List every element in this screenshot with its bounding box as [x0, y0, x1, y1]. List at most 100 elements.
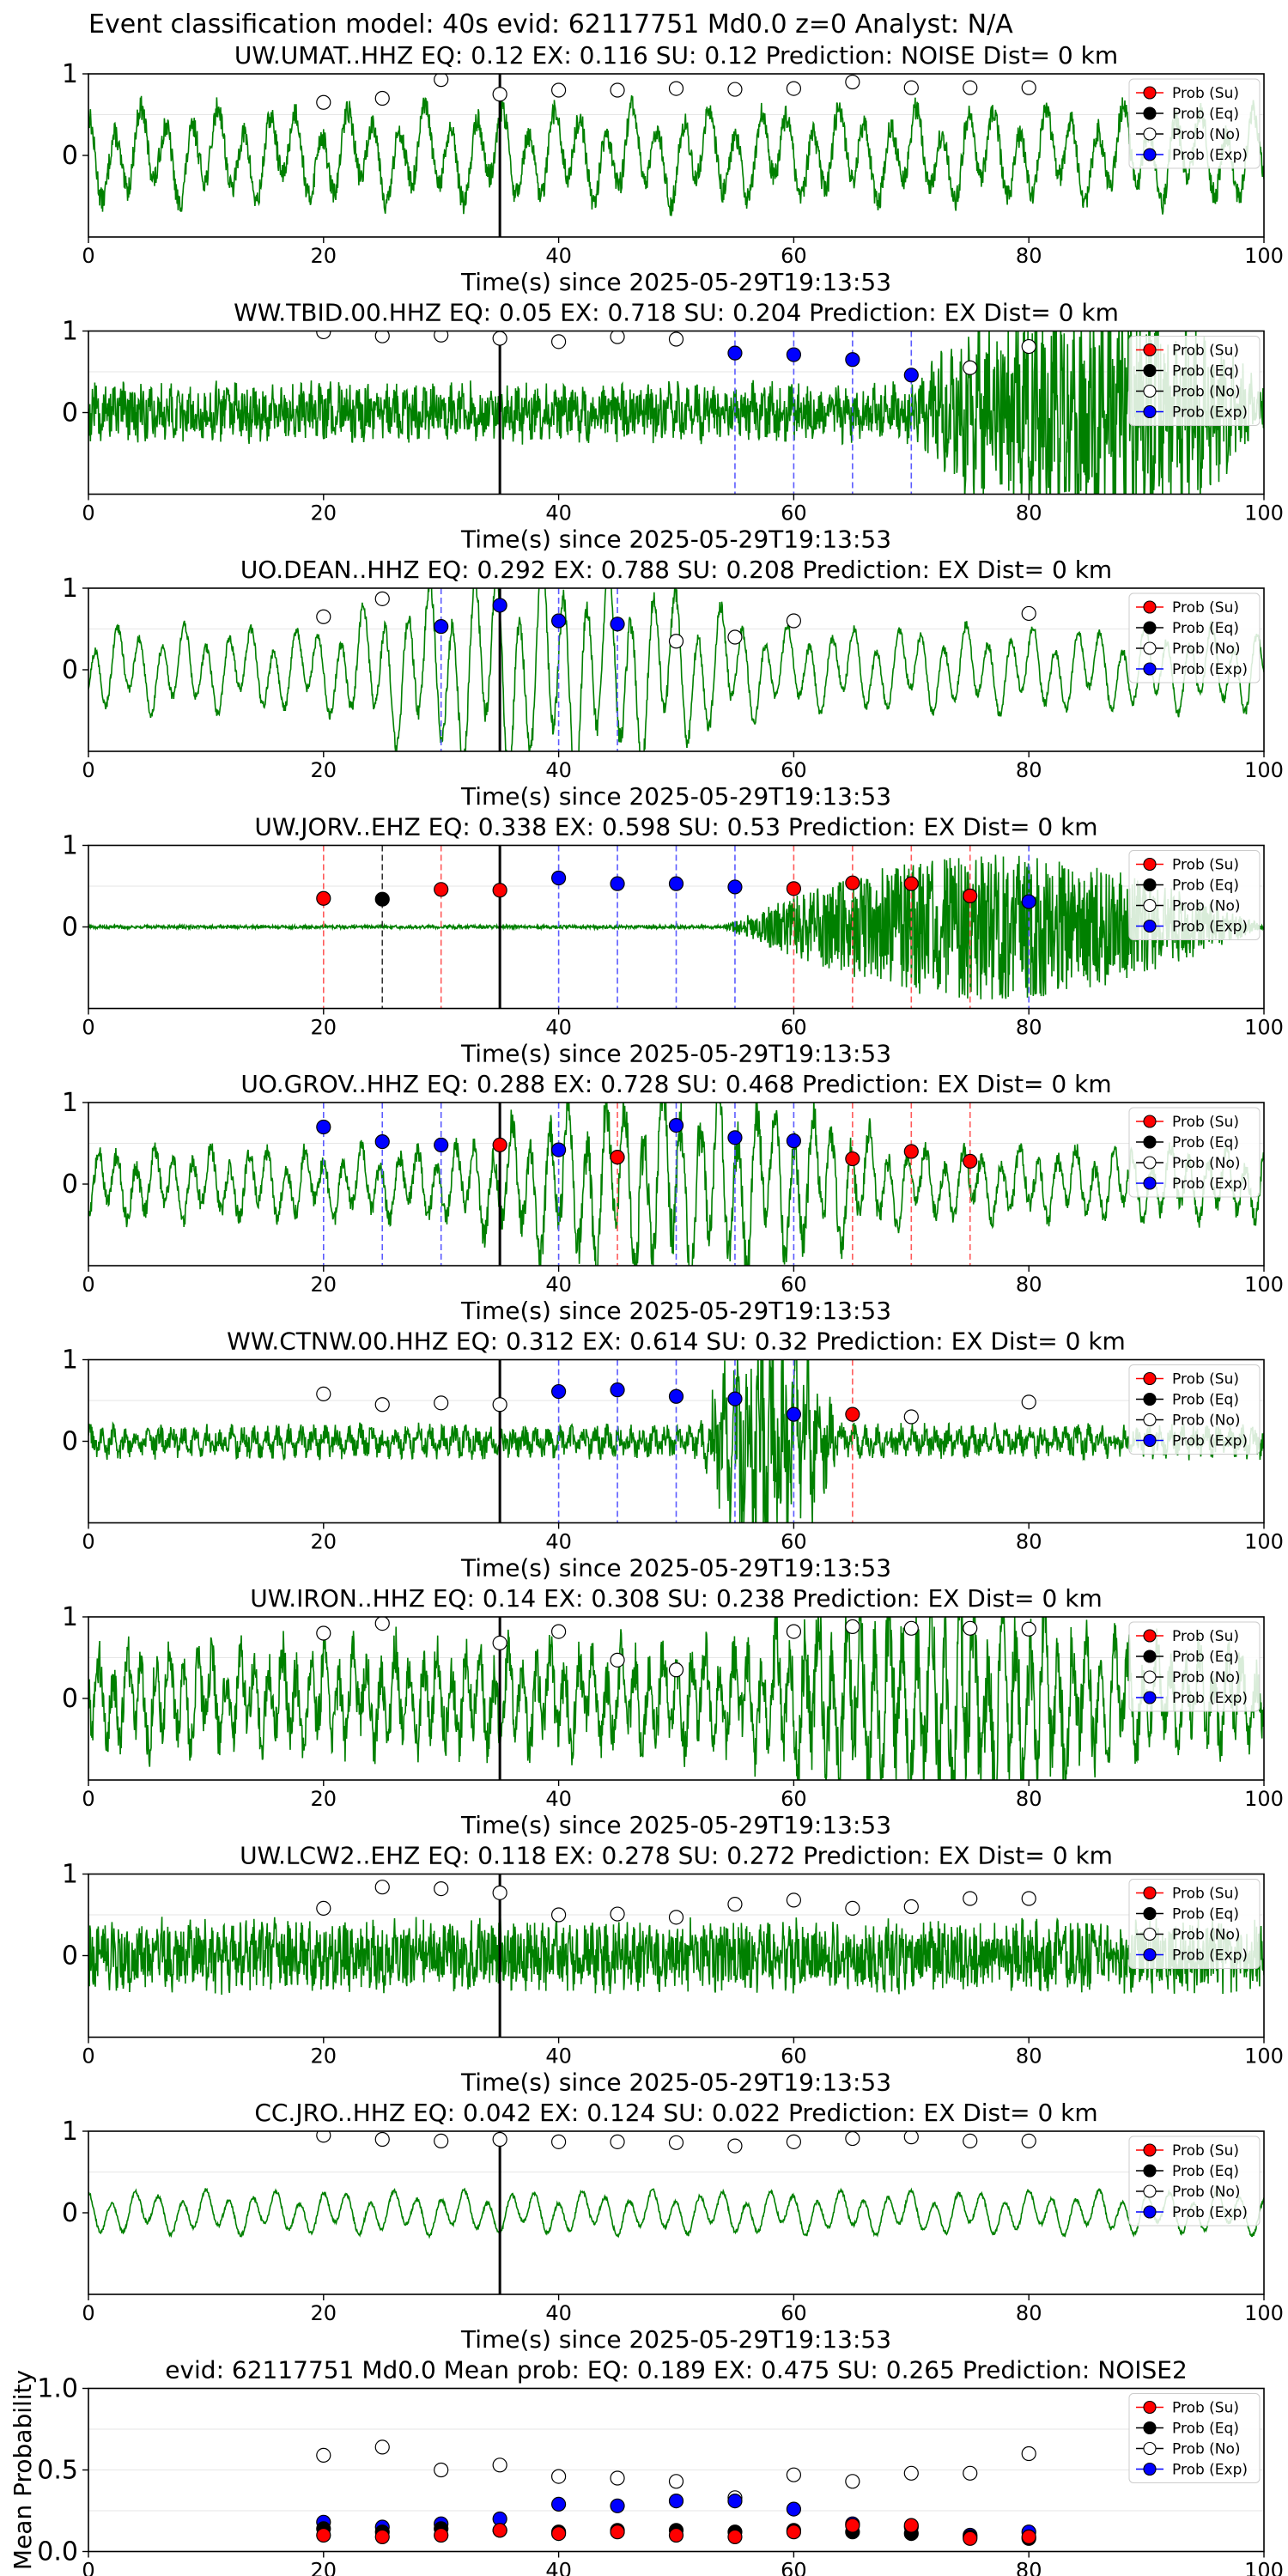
legend-marker [1143, 1886, 1157, 1900]
prob-marker-exp [550, 1142, 567, 1157]
prob-marker-exp [434, 1137, 449, 1153]
y-tick-label: 0.5 [37, 2456, 78, 2486]
plot-area [88, 588, 1264, 751]
prob-marker-no [316, 1900, 331, 1916]
x-tick-label: 0 [82, 2559, 94, 2576]
prob-marker-no [903, 80, 919, 95]
prob-marker-no [903, 1899, 919, 1915]
x-tick-label: 60 [781, 244, 807, 268]
mean-prob-marker-su [786, 2524, 802, 2540]
prob-marker-no [492, 1885, 507, 1900]
prob-marker-exp [727, 1391, 743, 1406]
legend-label: Prob (Eq) [1172, 1649, 1239, 1666]
x-tick-label: 0 [82, 758, 94, 782]
legend-label: Prob (Su) [1172, 343, 1239, 360]
prob-marker-su [845, 875, 860, 890]
prob-marker-no [610, 1906, 625, 1922]
waveform-trace [88, 2187, 1264, 2239]
prob-marker-no [963, 360, 978, 375]
y-tick-label: 0 [62, 141, 78, 171]
prob-marker-exp [316, 1119, 331, 1135]
y-axis-label: Mean Probability [9, 2370, 37, 2570]
y-tick-label: 0 [62, 913, 78, 943]
prob-marker-exp [550, 1383, 567, 1400]
panel-title: UW.LCW2..EHZ EQ: 0.118 EX: 0.278 SU: 0.2… [240, 1842, 1113, 1870]
legend: Prob (Su) Prob (Eq) Prob (No) Prob (Exp) [1128, 2393, 1261, 2483]
legend-label: Prob (Eq) [1172, 1134, 1239, 1151]
mean-prob-marker-su [668, 2527, 684, 2543]
prob-marker-no [786, 613, 802, 629]
prob-marker-exp [434, 619, 449, 635]
x-axis-label: Time(s) since 2025-05-29T19:13:53 [460, 1040, 891, 1068]
plot-area [88, 331, 1264, 495]
prob-marker-no [1021, 1621, 1036, 1637]
legend-marker [1143, 641, 1157, 655]
x-tick-label: 20 [311, 758, 337, 782]
legend-box [1128, 2393, 1261, 2483]
legend-label: Prob (Exp) [1172, 1433, 1248, 1450]
prob-marker-no [1021, 338, 1036, 355]
prob-marker-exp [492, 598, 507, 613]
x-tick-label: 80 [1016, 2559, 1042, 2576]
legend-marker [1143, 1433, 1157, 1448]
prob-marker-exp [610, 617, 625, 632]
x-axis-label: Time(s) since 2025-05-29T19:13:53 [460, 268, 891, 296]
prob-marker-no [610, 2134, 625, 2149]
x-tick-label: 100 [1244, 501, 1284, 526]
legend-box [1128, 1364, 1261, 1455]
y-tick-label: 0 [62, 2198, 78, 2228]
prob-marker-no [1021, 605, 1036, 622]
prob-marker-no [786, 1893, 802, 1908]
y-tick-label: 1 [62, 1346, 78, 1376]
prob-marker-no [963, 80, 978, 95]
x-tick-label: 0 [82, 1016, 94, 1040]
legend-marker [1143, 2441, 1157, 2456]
legend-label: Prob (No) [1172, 1927, 1241, 1944]
legend-label: Prob (Su) [1172, 85, 1239, 102]
mean-prob-marker-su [845, 2518, 860, 2533]
legend-marker [1143, 2184, 1157, 2198]
legend-label: Prob (No) [1172, 384, 1241, 401]
prob-marker-exp [727, 345, 743, 361]
prob-marker-exp [610, 876, 625, 891]
legend-marker [1143, 2143, 1157, 2157]
x-tick-label: 60 [781, 1530, 807, 1554]
mean-prob-marker-no [316, 2447, 331, 2463]
prob-marker-no [434, 2133, 449, 2148]
legend-marker [1143, 1392, 1157, 1406]
prob-marker-exp [845, 352, 860, 368]
x-tick-label: 0 [82, 2301, 94, 2325]
prob-marker-no [316, 1625, 331, 1641]
prob-marker-no [668, 81, 684, 96]
prob-marker-no [550, 82, 567, 98]
prob-marker-no [316, 609, 331, 624]
panel-title: UW.UMAT..HHZ EQ: 0.12 EX: 0.116 SU: 0.12… [234, 41, 1118, 70]
prob-marker-no [610, 82, 625, 98]
x-tick-label: 0 [82, 244, 94, 268]
prob-marker-no [727, 1897, 743, 1912]
legend-marker [1143, 1691, 1157, 1704]
panel-9: CC.JRO..HHZ EQ: 0.042 EX: 0.124 SU: 0.02… [62, 2099, 1284, 2354]
panel-title: UO.DEAN..HHZ EQ: 0.292 EX: 0.788 SU: 0.2… [240, 556, 1112, 584]
x-tick-label: 40 [545, 2559, 572, 2576]
plot-area [88, 1874, 1264, 2038]
legend-box [1128, 850, 1261, 940]
panel-title: UW.JORV..EHZ EQ: 0.338 EX: 0.598 SU: 0.5… [254, 813, 1097, 841]
prob-marker-no [550, 2134, 567, 2149]
prob-marker-no [374, 331, 390, 343]
prob-marker-no [550, 1907, 567, 1923]
legend-marker [1143, 621, 1157, 635]
legend-label: Prob (Su) [1172, 599, 1239, 617]
legend-label: Prob (No) [1172, 2184, 1241, 2201]
mean-prob-marker-no [668, 2474, 684, 2489]
mean-prob-marker-no [845, 2474, 860, 2489]
prob-marker-no [1021, 2133, 1036, 2148]
legend-marker [1143, 1156, 1157, 1170]
legend-label: Prob (Exp) [1172, 404, 1248, 422]
prob-marker-no [316, 94, 331, 110]
legend-label: Prob (Exp) [1172, 2462, 1248, 2479]
prob-marker-no [668, 634, 684, 649]
x-axis-label: Time(s) since 2025-05-29T19:13:53 [460, 2069, 891, 2097]
panel-2: WW.TBID.00.HHZ EQ: 0.05 EX: 0.718 SU: 0.… [62, 299, 1284, 554]
